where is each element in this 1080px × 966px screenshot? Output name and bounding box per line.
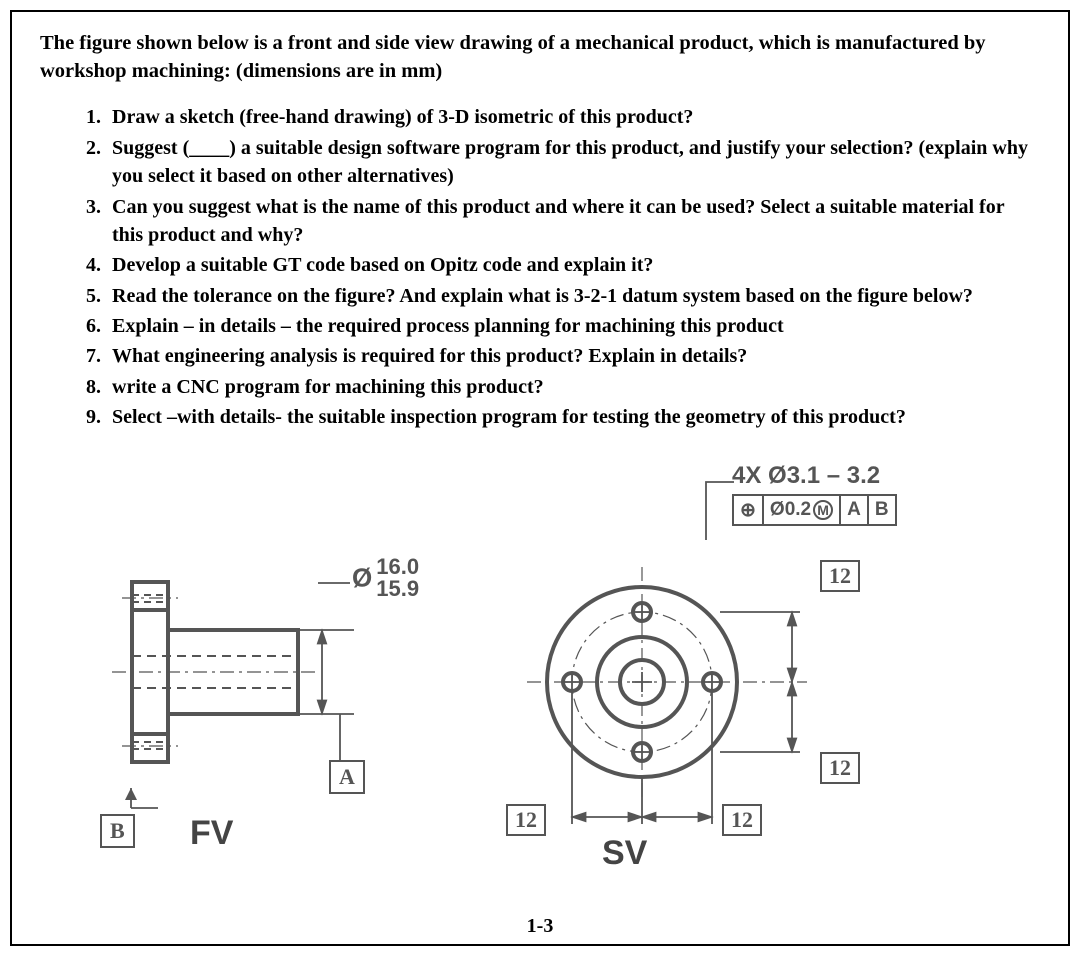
datum-a-box: A (329, 760, 365, 794)
fcf-tolerance: Ø0.2 M (764, 496, 841, 524)
dim-12-hr: 12 (722, 804, 762, 836)
question-item: Develop a suitable GT code based on Opit… (106, 251, 1040, 279)
question-item: Draw a sketch (free-hand drawing) of 3-D… (106, 103, 1040, 131)
question-item: Suggest (____) a suitable design softwar… (106, 134, 1040, 191)
question-item: write a CNC program for machining this p… (106, 373, 1040, 401)
fcf-datum-a: A (841, 496, 869, 524)
fcf-datum-b: B (869, 496, 895, 524)
intro-text: The figure shown below is a front and si… (40, 30, 1040, 85)
fv-label: FV (190, 814, 233, 853)
page-number: 1-3 (527, 915, 554, 938)
dim-12-vb: 12 (820, 752, 860, 784)
question-item: Read the tolerance on the figure? And ex… (106, 282, 1040, 310)
datum-b-box: B (100, 814, 135, 848)
question-item: Explain – in details – the required proc… (106, 312, 1040, 340)
feature-control-frame: ⊕ Ø0.2 M A B (732, 494, 897, 526)
dim-12-vt: 12 (820, 560, 860, 592)
question-list: Draw a sketch (free-hand drawing) of 3-D… (40, 103, 1040, 431)
page-frame: The figure shown below is a front and si… (10, 10, 1070, 946)
sv-label: SV (602, 834, 647, 873)
question-item: What engineering analysis is required fo… (106, 342, 1040, 370)
hole-callout-text: 4X Ø3.1 – 3.2 (732, 462, 897, 490)
engineering-drawing: 4X Ø3.1 – 3.2 ⊕ Ø0.2 M A B Ø 16.0 15.9 (12, 462, 1068, 902)
question-item: Select –with details- the suitable inspe… (106, 403, 1040, 431)
hole-callout-group: 4X Ø3.1 – 3.2 ⊕ Ø0.2 M A B (732, 462, 897, 526)
question-item: Can you suggest what is the name of this… (106, 193, 1040, 250)
dim-12-hl: 12 (506, 804, 546, 836)
